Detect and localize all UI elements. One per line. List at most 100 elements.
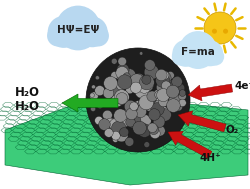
Circle shape (98, 119, 110, 130)
Circle shape (48, 16, 79, 48)
Circle shape (108, 84, 120, 97)
Circle shape (205, 48, 223, 66)
Circle shape (169, 88, 178, 97)
Circle shape (90, 92, 98, 100)
Circle shape (139, 52, 142, 55)
Circle shape (116, 81, 125, 90)
Circle shape (154, 125, 164, 136)
Circle shape (137, 97, 151, 111)
Circle shape (103, 76, 117, 90)
Circle shape (90, 93, 94, 98)
Circle shape (123, 73, 130, 80)
Circle shape (112, 137, 118, 142)
Circle shape (47, 25, 68, 46)
Circle shape (115, 85, 124, 94)
Circle shape (87, 25, 108, 46)
Circle shape (77, 17, 107, 47)
Circle shape (91, 85, 95, 89)
Circle shape (116, 64, 128, 76)
Circle shape (115, 69, 128, 81)
Circle shape (144, 102, 154, 111)
Circle shape (166, 99, 179, 112)
Circle shape (152, 90, 164, 101)
Circle shape (127, 103, 142, 118)
Circle shape (186, 47, 208, 69)
Circle shape (154, 91, 162, 99)
Text: O₂: O₂ (225, 125, 238, 135)
Circle shape (156, 71, 170, 86)
Polygon shape (62, 94, 118, 112)
Polygon shape (187, 84, 232, 101)
Circle shape (155, 69, 166, 81)
Circle shape (94, 86, 104, 96)
Circle shape (154, 100, 164, 110)
Circle shape (116, 93, 127, 104)
Circle shape (86, 48, 189, 152)
Circle shape (109, 119, 121, 131)
Circle shape (138, 95, 153, 110)
Circle shape (104, 118, 116, 130)
Circle shape (126, 106, 137, 118)
Circle shape (144, 102, 153, 111)
Circle shape (168, 80, 175, 88)
Circle shape (119, 110, 132, 123)
Circle shape (160, 71, 168, 79)
Circle shape (178, 99, 186, 107)
Circle shape (169, 81, 178, 89)
Circle shape (96, 100, 104, 108)
Circle shape (119, 128, 128, 137)
Circle shape (114, 109, 124, 118)
Circle shape (104, 131, 108, 136)
Circle shape (158, 107, 168, 116)
Circle shape (181, 35, 203, 57)
Circle shape (111, 58, 117, 64)
Circle shape (143, 142, 149, 147)
Circle shape (168, 94, 182, 108)
Circle shape (140, 78, 153, 92)
Circle shape (222, 29, 227, 34)
Circle shape (158, 108, 170, 121)
Circle shape (211, 29, 216, 34)
Text: HΨ=EΨ: HΨ=EΨ (56, 25, 99, 35)
Circle shape (135, 79, 145, 89)
Polygon shape (177, 111, 225, 132)
Circle shape (164, 85, 170, 92)
Circle shape (133, 74, 144, 84)
Circle shape (132, 121, 146, 135)
Circle shape (156, 81, 168, 94)
Circle shape (134, 106, 146, 118)
Circle shape (108, 125, 117, 134)
Circle shape (178, 93, 186, 100)
Text: 4e⁻: 4e⁻ (234, 81, 250, 91)
Circle shape (114, 129, 128, 142)
Circle shape (124, 137, 133, 146)
Circle shape (103, 88, 113, 98)
Circle shape (150, 128, 160, 139)
Circle shape (94, 116, 103, 125)
Circle shape (129, 74, 144, 88)
Circle shape (56, 6, 100, 50)
Circle shape (141, 75, 150, 84)
Circle shape (110, 72, 118, 79)
Circle shape (124, 100, 136, 113)
Circle shape (111, 131, 120, 140)
Polygon shape (167, 131, 211, 159)
Circle shape (134, 84, 149, 98)
Text: H₂O: H₂O (15, 87, 40, 99)
Text: 4H⁺: 4H⁺ (199, 153, 221, 163)
Circle shape (140, 78, 148, 86)
Circle shape (111, 121, 126, 136)
Circle shape (156, 88, 169, 102)
Circle shape (129, 102, 138, 111)
Circle shape (137, 124, 151, 137)
Circle shape (178, 90, 185, 96)
Circle shape (102, 110, 112, 120)
Circle shape (127, 104, 138, 114)
Circle shape (166, 85, 178, 98)
Circle shape (166, 71, 173, 79)
Circle shape (147, 123, 156, 132)
Circle shape (137, 80, 150, 93)
Circle shape (171, 77, 181, 87)
Circle shape (146, 91, 157, 102)
Text: F=ma: F=ma (180, 47, 214, 57)
